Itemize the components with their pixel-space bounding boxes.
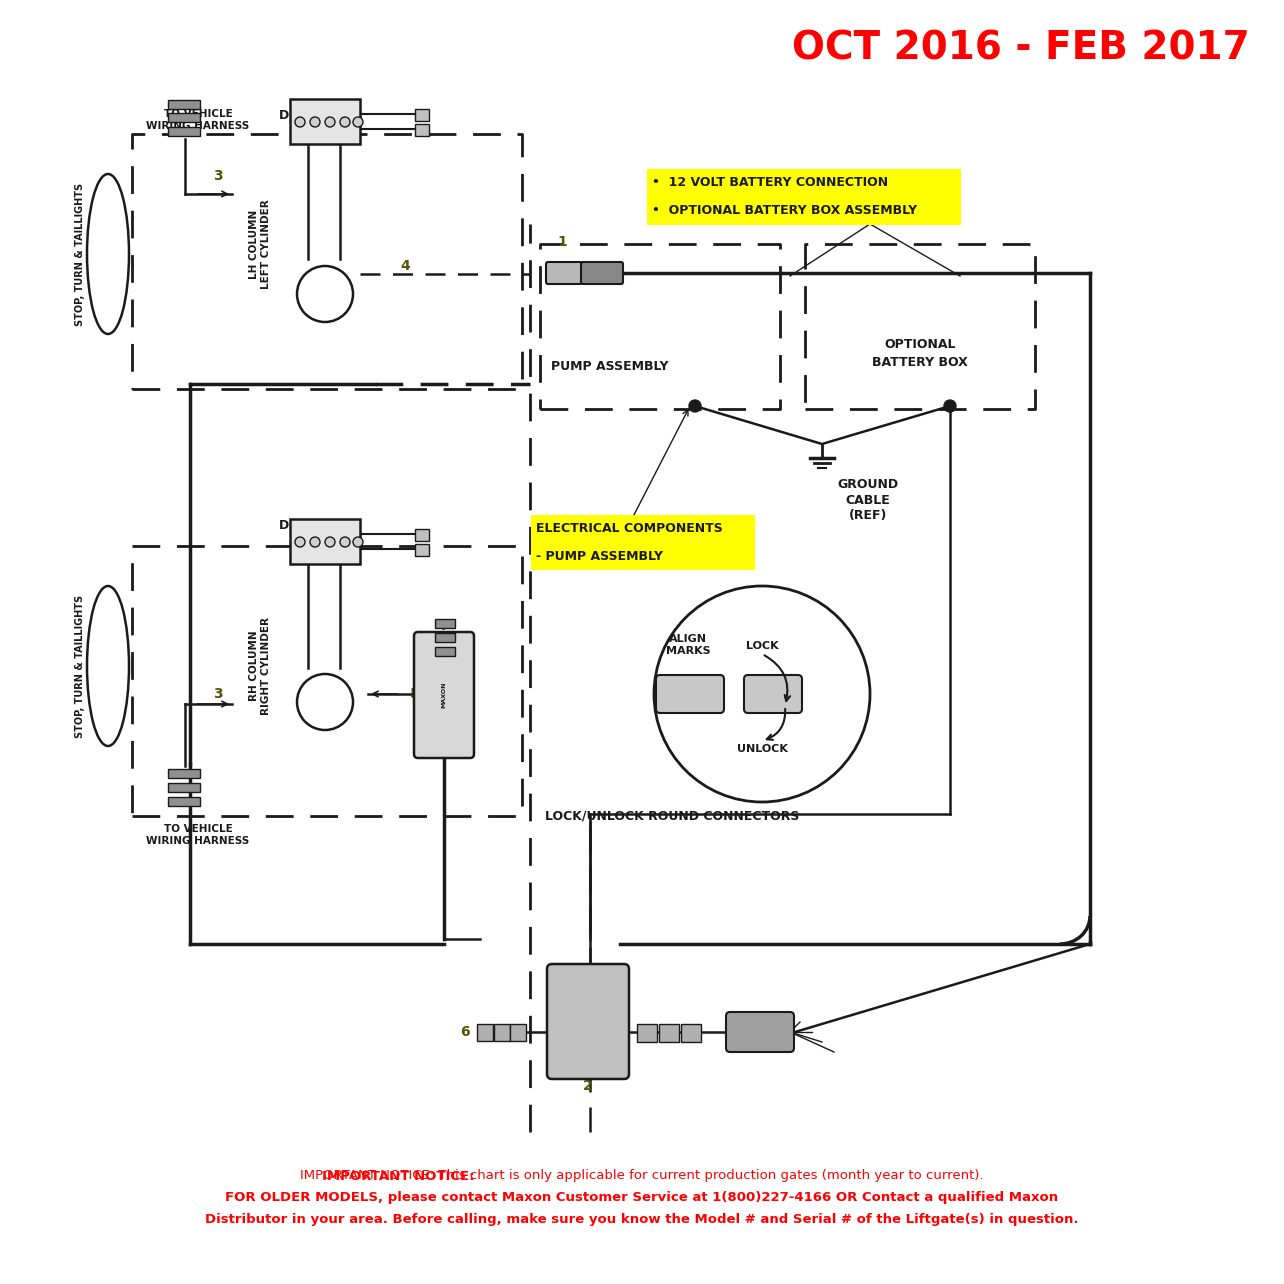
Text: FOR OLDER MODELS, please contact Maxon Customer Service at 1(800)227-4166 OR Con: FOR OLDER MODELS, please contact Maxon C… (226, 1192, 1058, 1204)
Text: Distributor in your area. Before calling, make sure you know the Model # and Ser: Distributor in your area. Before calling… (205, 1213, 1079, 1226)
Circle shape (325, 117, 335, 127)
Bar (168, 127, 200, 136)
Circle shape (690, 401, 701, 412)
FancyBboxPatch shape (656, 675, 724, 713)
Circle shape (353, 537, 363, 547)
Text: 7: 7 (439, 619, 449, 633)
Bar (168, 769, 200, 778)
Bar (435, 633, 455, 642)
Text: D VALVE: D VALVE (280, 519, 336, 532)
Text: PUMP ASSEMBLY: PUMP ASSEMBLY (551, 360, 669, 372)
Text: STOP, TURN & TAILLIGHTS: STOP, TURN & TAILLIGHTS (74, 594, 85, 737)
FancyBboxPatch shape (415, 125, 429, 136)
Text: STOP, TURN & TAILLIGHTS: STOP, TURN & TAILLIGHTS (74, 182, 85, 326)
Text: 1: 1 (557, 235, 566, 249)
Text: 2: 2 (583, 1079, 593, 1093)
Text: GROUND: GROUND (837, 478, 899, 490)
Bar (168, 797, 200, 806)
FancyBboxPatch shape (532, 542, 755, 570)
Text: IMPORTANT NOTICE:: IMPORTANT NOTICE: (322, 1170, 475, 1183)
Circle shape (309, 117, 320, 127)
Bar (435, 647, 455, 656)
Text: IMPORTANT NOTICE: This chart is only applicable for current production gates (mo: IMPORTANT NOTICE: This chart is only app… (300, 1170, 984, 1183)
Text: TO VEHICLE
WIRING HARNESS: TO VEHICLE WIRING HARNESS (146, 824, 249, 846)
Text: D VALVE: D VALVE (280, 109, 336, 122)
Text: •  12 VOLT BATTERY CONNECTION: • 12 VOLT BATTERY CONNECTION (652, 176, 889, 190)
Circle shape (295, 117, 306, 127)
Text: TO VEHICLE
WIRING HARNESS: TO VEHICLE WIRING HARNESS (146, 109, 249, 131)
Bar (168, 783, 200, 792)
FancyBboxPatch shape (546, 262, 582, 284)
Text: •  OPTIONAL BATTERY BOX ASSEMBLY: • OPTIONAL BATTERY BOX ASSEMBLY (652, 204, 917, 217)
Text: RH COLUMN
RIGHT CYLINDER: RH COLUMN RIGHT CYLINDER (249, 618, 271, 715)
Text: 5: 5 (410, 687, 420, 701)
FancyBboxPatch shape (290, 519, 360, 564)
Bar (168, 113, 200, 122)
FancyBboxPatch shape (415, 529, 429, 541)
FancyBboxPatch shape (580, 262, 623, 284)
Text: MARKS: MARKS (665, 646, 710, 656)
FancyBboxPatch shape (647, 196, 960, 225)
Circle shape (340, 537, 351, 547)
FancyBboxPatch shape (547, 964, 629, 1079)
FancyBboxPatch shape (532, 515, 755, 543)
Circle shape (353, 117, 363, 127)
Text: 3: 3 (213, 687, 223, 701)
Text: LH COLUMN
LEFT CYLINDER: LH COLUMN LEFT CYLINDER (249, 199, 271, 289)
FancyBboxPatch shape (413, 632, 474, 758)
Text: - PUMP ASSEMBLY: - PUMP ASSEMBLY (535, 550, 663, 562)
FancyBboxPatch shape (743, 675, 802, 713)
Text: MAXON: MAXON (442, 682, 447, 709)
Text: 6: 6 (460, 1025, 470, 1039)
FancyBboxPatch shape (415, 544, 429, 556)
Bar (435, 619, 455, 628)
Text: UNLOCK: UNLOCK (737, 743, 787, 754)
Text: ELECTRICAL COMPONENTS: ELECTRICAL COMPONENTS (535, 523, 723, 535)
FancyBboxPatch shape (494, 1025, 510, 1041)
Text: 4: 4 (401, 259, 410, 273)
Text: BATTERY BOX: BATTERY BOX (872, 356, 968, 369)
FancyBboxPatch shape (647, 169, 960, 196)
FancyBboxPatch shape (681, 1025, 701, 1043)
Circle shape (309, 537, 320, 547)
Circle shape (295, 537, 306, 547)
Circle shape (340, 117, 351, 127)
Text: (REF): (REF) (849, 510, 887, 523)
Text: 3: 3 (213, 169, 223, 184)
Bar (168, 100, 200, 109)
FancyBboxPatch shape (415, 109, 429, 121)
FancyBboxPatch shape (725, 1012, 794, 1052)
Text: ALIGN: ALIGN (669, 634, 707, 645)
Text: OPTIONAL: OPTIONAL (885, 338, 955, 351)
Circle shape (325, 537, 335, 547)
FancyBboxPatch shape (476, 1025, 493, 1041)
Circle shape (654, 586, 871, 802)
FancyBboxPatch shape (637, 1025, 657, 1043)
Circle shape (944, 401, 957, 412)
FancyBboxPatch shape (510, 1025, 526, 1041)
Text: LOCK/UNLOCK ROUND CONNECTORS: LOCK/UNLOCK ROUND CONNECTORS (544, 809, 799, 823)
Text: LOCK: LOCK (746, 641, 778, 651)
Text: CABLE: CABLE (846, 493, 890, 506)
Text: OCT 2016 - FEB 2017: OCT 2016 - FEB 2017 (792, 30, 1251, 67)
FancyBboxPatch shape (659, 1025, 679, 1043)
FancyBboxPatch shape (290, 99, 360, 144)
